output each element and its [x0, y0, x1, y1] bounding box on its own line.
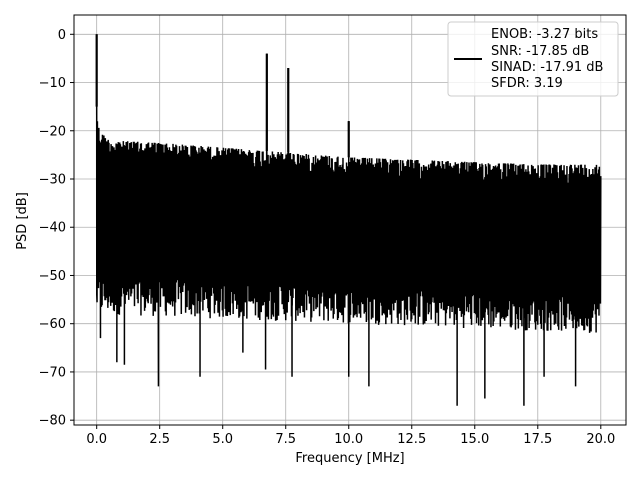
- legend-entry-snr: SNR: -17.85 dB: [491, 44, 589, 59]
- y-tick-label: −30: [39, 173, 66, 188]
- legend-entry-sfdr: SFDR: 3.19: [491, 76, 563, 91]
- y-tick-label: −20: [39, 124, 66, 139]
- y-tick-label: −80: [39, 414, 66, 429]
- legend-entry-sinad: SINAD: -17.91 dB: [491, 60, 603, 75]
- plot-frame: [73, 14, 627, 426]
- x-tick-label: 12.5: [397, 432, 426, 447]
- x-tick-label: 7.5: [275, 432, 296, 447]
- x-tick-label: 15.0: [460, 432, 489, 447]
- x-tick-label: 2.5: [149, 432, 170, 447]
- legend-box: [447, 21, 619, 97]
- x-tick-label: 20.0: [586, 432, 615, 447]
- x-tick-label: 10.0: [334, 432, 363, 447]
- y-axis-label: PSD [dB]: [15, 192, 30, 250]
- legend-entry-enob: ENOB: -3.27 bits: [491, 27, 598, 42]
- y-tick-label: −40: [39, 221, 66, 236]
- axis-ticks: 0.0 2.5 5.0 7.5 10.0 12.5 15.0 17.5 20.0 0 −10 −20 −…: [39, 28, 616, 447]
- y-tick-label: 0: [58, 28, 66, 43]
- psd-line: [95, 34, 602, 406]
- x-tick-label: 0.0: [86, 432, 107, 447]
- psd-series: [95, 34, 602, 406]
- y-tick-label: −10: [39, 76, 66, 91]
- y-tick-label: −60: [39, 317, 66, 332]
- x-axis-label: Frequency [MHz]: [295, 451, 404, 466]
- legend: ENOB: -3.27 bits SNR: -17.85 dB SINAD: -…: [447, 21, 619, 97]
- x-tick-label: 17.5: [523, 432, 552, 447]
- y-tick-label: −70: [39, 365, 66, 380]
- y-tick-label: −50: [39, 269, 66, 284]
- x-tick-label: 5.0: [212, 432, 233, 447]
